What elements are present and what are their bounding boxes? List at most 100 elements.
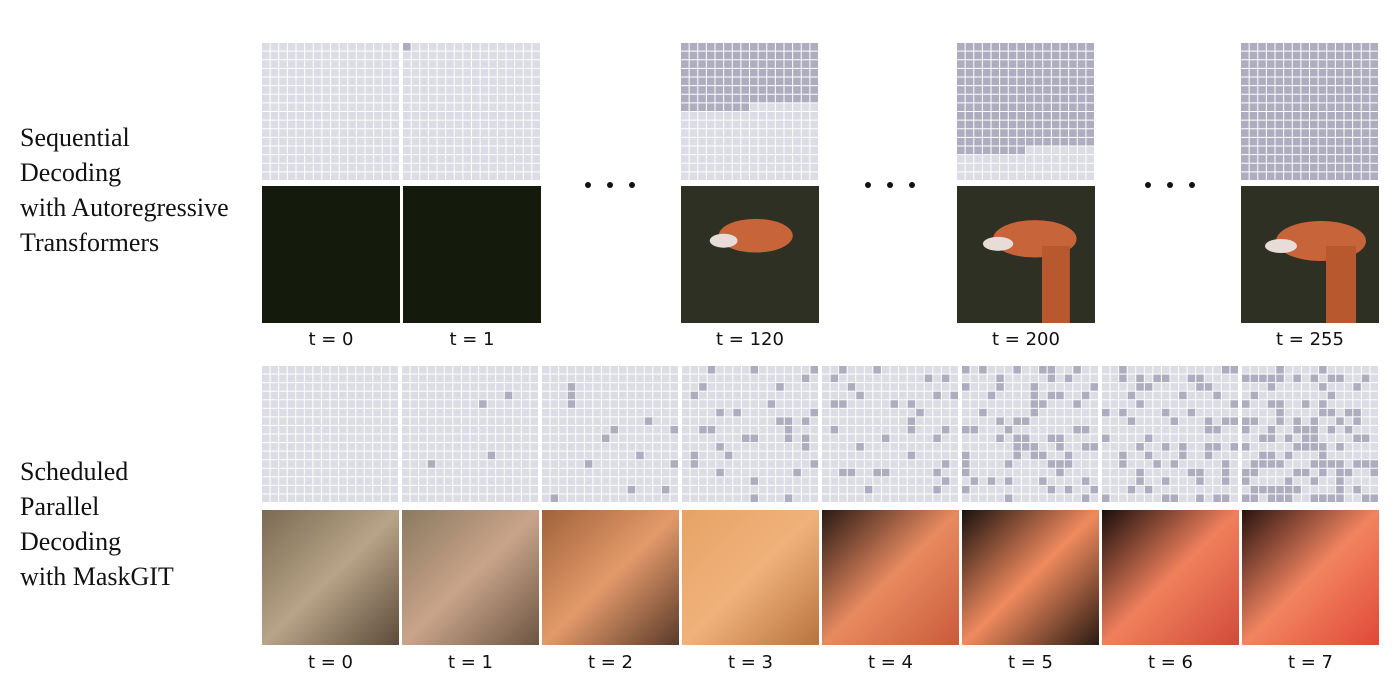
token [348, 120, 356, 129]
token [521, 400, 530, 408]
token [364, 477, 373, 485]
token [497, 137, 506, 146]
token [1258, 112, 1266, 120]
token [996, 477, 1004, 485]
token [373, 460, 381, 468]
token [472, 94, 480, 103]
token [1301, 460, 1310, 468]
token [1221, 434, 1230, 443]
token [1170, 417, 1179, 425]
token [513, 408, 521, 417]
token [1196, 434, 1204, 443]
token [1073, 391, 1081, 400]
token [523, 77, 532, 86]
token [1119, 477, 1127, 485]
token [559, 408, 567, 417]
token [1090, 366, 1098, 374]
token [793, 163, 801, 172]
token [453, 383, 461, 391]
token [830, 383, 839, 391]
token [681, 172, 689, 180]
token [1293, 485, 1301, 494]
token [1196, 408, 1204, 417]
token [1127, 425, 1136, 434]
token [627, 477, 636, 485]
token [822, 408, 830, 417]
token [1250, 408, 1259, 417]
token [364, 425, 373, 434]
token [653, 408, 661, 417]
flamingo-beak [982, 236, 1014, 251]
token [1336, 468, 1344, 477]
token [1043, 103, 1051, 111]
token [1153, 443, 1161, 451]
token [480, 51, 489, 60]
token [428, 68, 437, 77]
token [1204, 494, 1213, 502]
token [262, 129, 270, 137]
token [733, 391, 741, 400]
token [1292, 172, 1301, 180]
token [1284, 408, 1293, 417]
token [403, 94, 411, 103]
token [313, 103, 322, 111]
token [1310, 86, 1318, 94]
token [1204, 374, 1213, 383]
token [793, 391, 801, 400]
token [1370, 146, 1378, 155]
token [489, 43, 497, 51]
token [1319, 485, 1327, 494]
token [287, 137, 296, 146]
token [461, 477, 470, 485]
token [1344, 400, 1353, 408]
token [1102, 391, 1110, 400]
token [1213, 443, 1221, 451]
token [1060, 163, 1069, 172]
token [480, 77, 489, 86]
token [636, 383, 644, 391]
token [304, 485, 313, 494]
token [873, 443, 881, 451]
token [974, 60, 982, 68]
token [847, 451, 856, 460]
token [348, 77, 356, 86]
token [899, 374, 907, 383]
token [1301, 374, 1310, 383]
token [262, 43, 270, 51]
token [784, 451, 793, 460]
token [1310, 494, 1319, 502]
token [1353, 94, 1361, 103]
token [1344, 391, 1353, 400]
token [262, 383, 270, 391]
token [1370, 408, 1378, 417]
token [1081, 451, 1090, 460]
token [521, 374, 530, 383]
token [1249, 129, 1258, 137]
token [313, 60, 322, 68]
token [365, 103, 374, 111]
token [1170, 451, 1179, 460]
token [830, 400, 839, 408]
token [1047, 434, 1056, 443]
token [810, 451, 818, 460]
token [1153, 434, 1161, 443]
token [644, 366, 653, 374]
token [957, 60, 965, 68]
token [1047, 494, 1056, 502]
token [1144, 391, 1153, 400]
token [1144, 374, 1153, 383]
token [339, 477, 347, 485]
token [270, 400, 279, 408]
token [348, 155, 356, 163]
token [690, 451, 699, 460]
token [890, 485, 899, 494]
token [584, 374, 593, 383]
token [982, 163, 991, 172]
token [759, 443, 767, 451]
token [279, 374, 287, 383]
token [1259, 425, 1267, 434]
token [610, 460, 619, 468]
token [1266, 77, 1275, 86]
token [403, 172, 411, 180]
token [330, 400, 339, 408]
